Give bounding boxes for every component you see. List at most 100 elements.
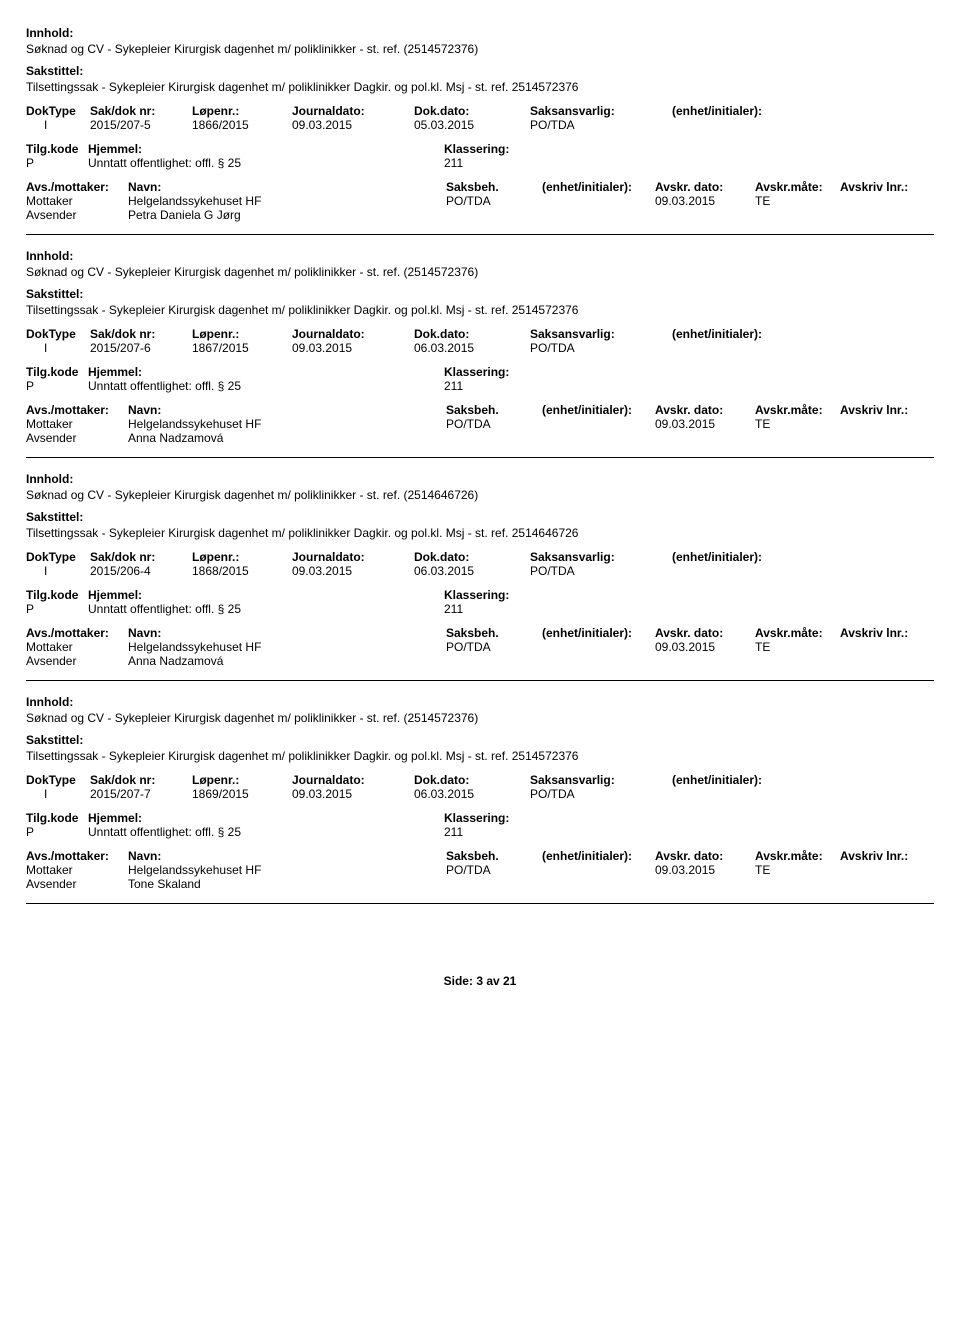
tilgkode-header: Tilg.kode [26, 142, 88, 156]
avskrdato-header: Avskr. dato: [655, 180, 755, 194]
avsender-navn: Anna Nadzamová [128, 431, 446, 445]
mottaker-saksbeh: PO/TDA [446, 640, 542, 654]
avsender-navn: Petra Daniela G Jørg [128, 208, 446, 222]
saksansvarlig-header: Saksansvarlig: [530, 104, 672, 118]
hjemmel-value: Unntatt offentlighet: offl. § 25 [88, 156, 444, 170]
sakdok-value: 2015/207-7 [90, 787, 192, 801]
saksansvarlig-header: Saksansvarlig: [530, 327, 672, 341]
mottaker-avskrivlnr [793, 194, 934, 208]
innhold-text: Søknad og CV - Sykepleier Kirurgisk dage… [26, 42, 934, 56]
record-divider [26, 680, 934, 681]
enhetsaksbeh-header: (enhet/initialer): [542, 403, 655, 417]
mottaker-label: Mottaker [26, 640, 128, 654]
saksansvarlig-value: PO/TDA [530, 564, 672, 578]
dokdato-header: Dok.dato: [414, 773, 530, 787]
saksbeh-header: Saksbeh. [446, 849, 542, 863]
mottaker-avskrdato: 09.03.2015 [655, 417, 755, 431]
klassering-header: Klassering: [444, 588, 934, 602]
lopenr-value: 1869/2015 [192, 787, 292, 801]
avsender-label: Avsender [26, 208, 128, 222]
avskrmate-header: Avskr.måte: [755, 403, 840, 417]
avsmottaker-header: Avs./mottaker: [26, 849, 128, 863]
saksansvarlig-value: PO/TDA [530, 787, 672, 801]
dokdato-value: 06.03.2015 [414, 787, 530, 801]
sakstittel-label: Sakstittel: [26, 287, 934, 301]
dokdato-value: 05.03.2015 [414, 118, 530, 132]
tilgkode-value: P [26, 379, 88, 393]
doktype-header: DokType [26, 550, 90, 564]
mottaker-avskrdato: 09.03.2015 [655, 194, 755, 208]
sakdok-value: 2015/207-6 [90, 341, 192, 355]
lopenr-header: Løpenr.: [192, 550, 292, 564]
mottaker-saksbeh: PO/TDA [446, 863, 542, 877]
mottaker-label: Mottaker [26, 417, 128, 431]
mottaker-enhet [542, 194, 655, 208]
sakstittel-text: Tilsettingssak - Sykepleier Kirurgisk da… [26, 749, 934, 763]
journaldato-value: 09.03.2015 [292, 118, 414, 132]
klassering-header: Klassering: [444, 811, 934, 825]
mottaker-enhet [542, 640, 655, 654]
mottaker-avskrivlnr [793, 640, 934, 654]
sakdok-header: Sak/dok nr: [90, 104, 192, 118]
enhetsaksbeh-header: (enhet/initialer): [542, 626, 655, 640]
dokdato-value: 06.03.2015 [414, 564, 530, 578]
journaldato-header: Journaldato: [292, 773, 414, 787]
klassering-value: 211 [444, 825, 934, 839]
journaldato-header: Journaldato: [292, 104, 414, 118]
journaldato-header: Journaldato: [292, 550, 414, 564]
enhet-value [672, 118, 934, 132]
tilgkode-header: Tilg.kode [26, 588, 88, 602]
saksansvarlig-header: Saksansvarlig: [530, 773, 672, 787]
avskrdato-header: Avskr. dato: [655, 403, 755, 417]
record: Innhold: Søknad og CV - Sykepleier Kirur… [26, 26, 934, 235]
innhold-label: Innhold: [26, 249, 934, 263]
innhold-label: Innhold: [26, 26, 934, 40]
mottaker-avskrdato: 09.03.2015 [655, 640, 755, 654]
mottaker-saksbeh: PO/TDA [446, 417, 542, 431]
lopenr-header: Løpenr.: [192, 104, 292, 118]
sakdok-value: 2015/207-5 [90, 118, 192, 132]
hjemmel-header: Hjemmel: [88, 365, 444, 379]
klassering-header: Klassering: [444, 365, 934, 379]
tilgkode-value: P [26, 156, 88, 170]
avskrdato-header: Avskr. dato: [655, 626, 755, 640]
journaldato-value: 09.03.2015 [292, 564, 414, 578]
lopenr-value: 1866/2015 [192, 118, 292, 132]
hjemmel-header: Hjemmel: [88, 588, 444, 602]
saksansvarlig-value: PO/TDA [530, 341, 672, 355]
avskrivlnr-header: Avskriv lnr.: [840, 180, 934, 194]
saksbeh-header: Saksbeh. [446, 403, 542, 417]
tilgkode-value: P [26, 825, 88, 839]
sakstittel-text: Tilsettingssak - Sykepleier Kirurgisk da… [26, 80, 934, 94]
mottaker-avskrivlnr [793, 863, 934, 877]
klassering-value: 211 [444, 379, 934, 393]
dokdato-header: Dok.dato: [414, 550, 530, 564]
mottaker-navn: Helgelandssykehuset HF [128, 417, 446, 431]
dokdato-value: 06.03.2015 [414, 341, 530, 355]
hjemmel-value: Unntatt offentlighet: offl. § 25 [88, 379, 444, 393]
saksansvarlig-header: Saksansvarlig: [530, 550, 672, 564]
mottaker-avskrmate: TE [755, 640, 793, 654]
enhetsaksbeh-header: (enhet/initialer): [542, 849, 655, 863]
saksansvarlig-value: PO/TDA [530, 118, 672, 132]
navn-header: Navn: [128, 849, 446, 863]
avskrivlnr-header: Avskriv lnr.: [840, 403, 934, 417]
avsender-navn: Anna Nadzamová [128, 654, 446, 668]
mottaker-navn: Helgelandssykehuset HF [128, 194, 446, 208]
journaldato-value: 09.03.2015 [292, 787, 414, 801]
tilgkode-header: Tilg.kode [26, 811, 88, 825]
hjemmel-header: Hjemmel: [88, 142, 444, 156]
mottaker-avskrdato: 09.03.2015 [655, 863, 755, 877]
mottaker-label: Mottaker [26, 194, 128, 208]
page-footer: Side: 3 av 21 [26, 974, 934, 988]
avsmottaker-header: Avs./mottaker: [26, 403, 128, 417]
avsmottaker-header: Avs./mottaker: [26, 180, 128, 194]
sakstittel-label: Sakstittel: [26, 64, 934, 78]
avskrivlnr-header: Avskriv lnr.: [840, 849, 934, 863]
sakstittel-label: Sakstittel: [26, 510, 934, 524]
enhet-value [672, 341, 934, 355]
innhold-text: Søknad og CV - Sykepleier Kirurgisk dage… [26, 265, 934, 279]
innhold-label: Innhold: [26, 695, 934, 709]
doktype-value: I [26, 787, 90, 801]
record-divider [26, 234, 934, 235]
